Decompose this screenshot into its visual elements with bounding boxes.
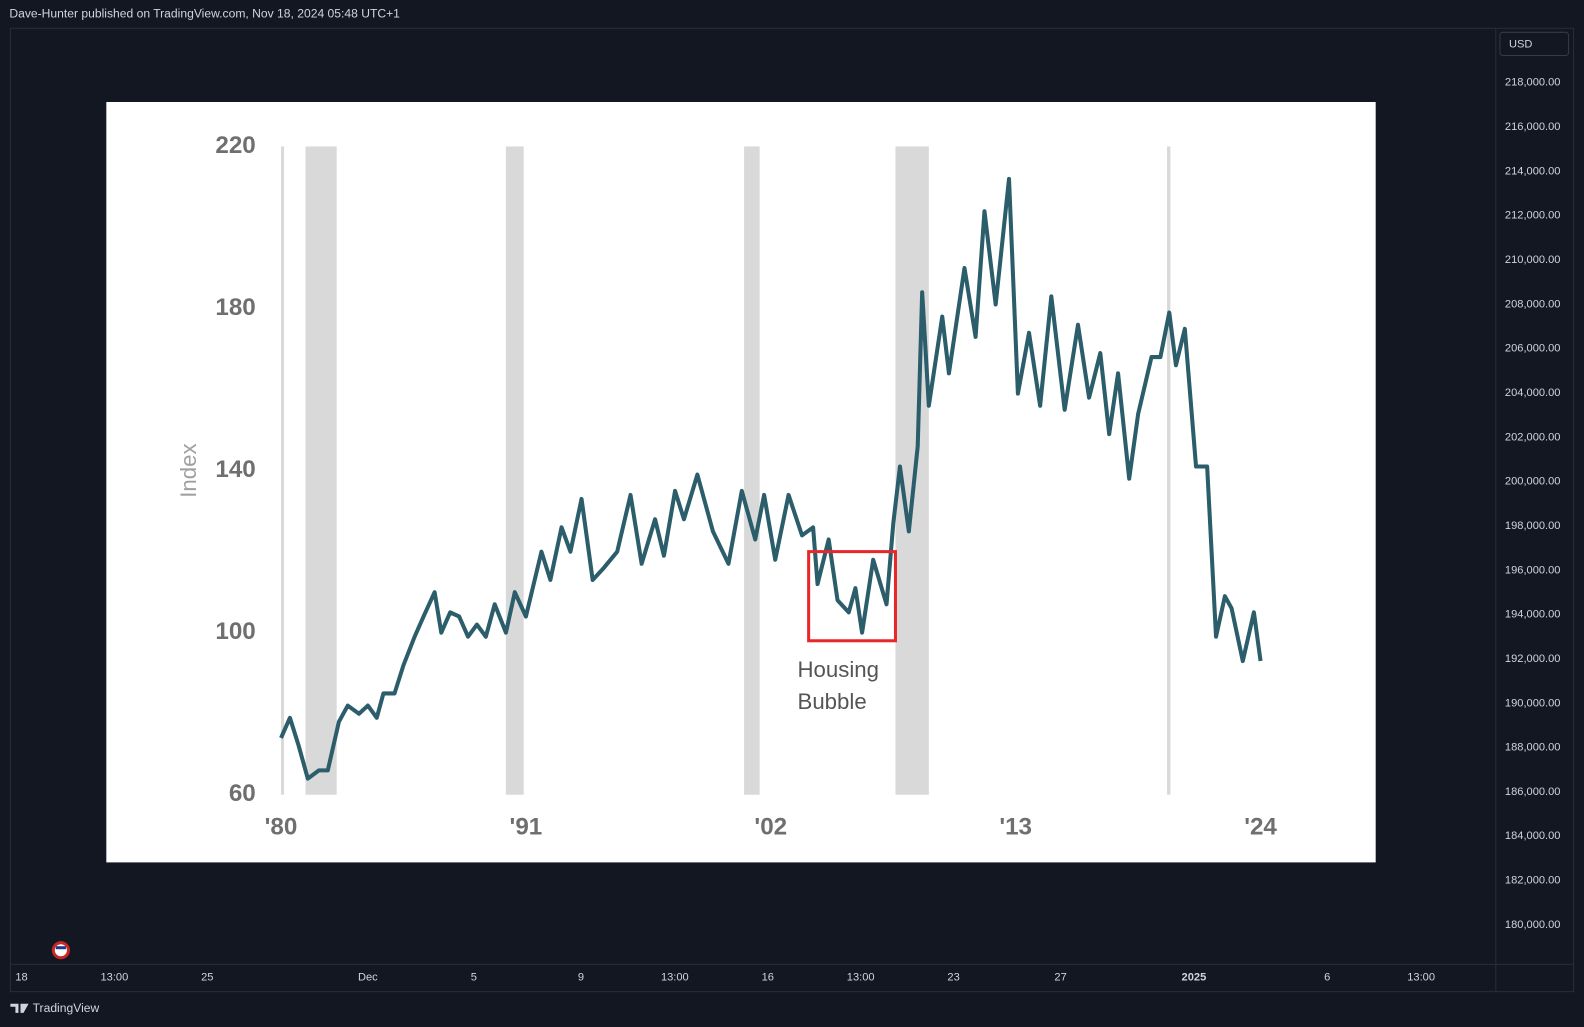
time-tick-label: 2025	[1182, 971, 1207, 983]
price-tick-label: 218,000.00	[1505, 77, 1561, 89]
price-tick-label: 212,000.00	[1505, 210, 1561, 222]
time-tick-label: 5	[471, 971, 477, 983]
price-tick-label: 210,000.00	[1505, 254, 1561, 266]
publish-header: Dave-Hunter published on TradingView.com…	[9, 6, 400, 20]
time-tick-label: 13:00	[1407, 971, 1435, 983]
tradingview-logo[interactable]: TradingView	[10, 1001, 99, 1015]
y-tick-label: 140	[215, 456, 255, 483]
index-line	[279, 176, 1263, 781]
currency-button[interactable]	[1499, 31, 1570, 57]
x-tick-label: '02	[754, 813, 787, 840]
currency-label: USD	[1509, 38, 1532, 50]
recession-band	[305, 146, 337, 795]
price-tick-label: 188,000.00	[1505, 742, 1561, 754]
flag-stripe	[55, 946, 66, 950]
recession-band	[1167, 146, 1171, 795]
price-tick-label: 208,000.00	[1505, 298, 1561, 310]
time-tick-label: 13:00	[661, 971, 689, 983]
price-tick-label: 196,000.00	[1505, 564, 1561, 576]
y-tick-label: 220	[215, 132, 255, 159]
price-tick-label: 198,000.00	[1505, 520, 1561, 532]
price-tick-label: 190,000.00	[1505, 697, 1561, 709]
highlight-box	[807, 550, 897, 643]
price-tick-label: 186,000.00	[1505, 786, 1561, 798]
time-tick-label: 9	[578, 971, 584, 983]
y-axis-label: Index	[176, 443, 201, 497]
time-tick-label: 6	[1324, 971, 1330, 983]
time-tick-label: 23	[947, 971, 959, 983]
time-tick-label: 18	[15, 971, 27, 983]
y-tick-label: 60	[229, 780, 256, 807]
price-tick-label: 182,000.00	[1505, 875, 1561, 887]
price-tick-label: 216,000.00	[1505, 121, 1561, 133]
price-tick-label: 180,000.00	[1505, 919, 1561, 931]
x-tick-label: '13	[999, 813, 1032, 840]
time-tick-label: 27	[1054, 971, 1066, 983]
time-tick-label: 25	[201, 971, 213, 983]
price-tick-label: 200,000.00	[1505, 476, 1561, 488]
time-tick-label: 13:00	[847, 971, 875, 983]
price-tick-label: 204,000.00	[1505, 387, 1561, 399]
price-tick-label: 202,000.00	[1505, 431, 1561, 443]
price-tick-label: 206,000.00	[1505, 343, 1561, 355]
annotation-text: Bubble	[798, 689, 867, 714]
embedded-chart	[106, 101, 1376, 863]
flag-inner	[54, 944, 67, 957]
recession-band	[505, 146, 524, 795]
time-tick-label: 13:00	[101, 971, 129, 983]
flag-icon[interactable]	[51, 941, 70, 960]
x-tick-label: '80	[265, 813, 298, 840]
price-tick-label: 192,000.00	[1505, 653, 1561, 665]
price-tick-label: 214,000.00	[1505, 165, 1561, 177]
x-tick-label: '91	[510, 813, 543, 840]
price-tick-label: 184,000.00	[1505, 830, 1561, 842]
brand: TradingView	[33, 1001, 100, 1015]
y-tick-label: 100	[215, 618, 255, 645]
price-tick-label: 194,000.00	[1505, 609, 1561, 621]
y-tick-label: 180	[215, 294, 255, 321]
time-tick-label: Dec	[358, 971, 378, 983]
logo-mark	[10, 1003, 29, 1013]
x-tick-label: '24	[1244, 813, 1277, 840]
annotation-text: Housing	[798, 657, 879, 682]
recession-band	[744, 146, 760, 795]
time-tick-label: 16	[762, 971, 774, 983]
recession-band	[281, 146, 285, 795]
